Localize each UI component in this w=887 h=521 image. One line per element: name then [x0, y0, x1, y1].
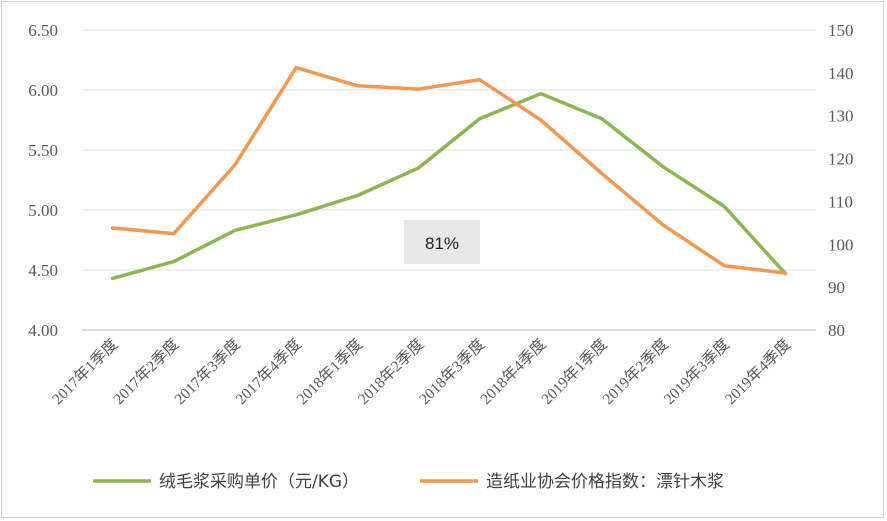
right-axis-ticks: 80 90 100 110 120 130 140 150	[828, 21, 854, 340]
left-tick-label: 4.00	[28, 321, 58, 340]
right-tick-label: 120	[828, 150, 854, 169]
right-tick-label: 140	[828, 64, 854, 83]
left-tick-label: 5.50	[28, 141, 58, 160]
annotation-label: 81%	[425, 234, 459, 253]
category-label: 2019年4季度	[721, 335, 794, 408]
series-lines	[110, 65, 788, 281]
right-tick-label: 100	[828, 235, 854, 254]
annotation-box: 81%	[404, 220, 480, 264]
category-labels: 2017年1季度2017年2季度2017年3季度2017年4季度2018年1季度…	[48, 335, 794, 408]
right-tick-label: 80	[828, 321, 845, 340]
left-tick-label: 5.00	[28, 201, 58, 220]
right-tick-label: 130	[828, 107, 854, 126]
right-tick-label: 150	[828, 21, 854, 40]
legend-label: 造纸业协会价格指数：漂针木浆	[486, 472, 724, 492]
gridlines	[82, 29, 816, 331]
left-tick-label: 6.00	[28, 81, 58, 100]
left-tick-label: 6.50	[28, 21, 58, 40]
right-tick-label: 110	[828, 192, 853, 211]
left-axis-ticks: 4.00 4.50 5.00 5.50 6.00 6.50	[28, 21, 58, 340]
right-tick-label: 90	[828, 278, 845, 297]
legend-label: 绒毛浆采购单价（元/KG）	[159, 472, 359, 492]
legend: 绒毛浆采购单价（元/KG） 造纸业协会价格指数：漂针木浆	[93, 472, 724, 492]
series-line-1	[110, 91, 788, 281]
left-tick-label: 4.50	[28, 261, 58, 280]
series-line-2	[110, 65, 788, 275]
